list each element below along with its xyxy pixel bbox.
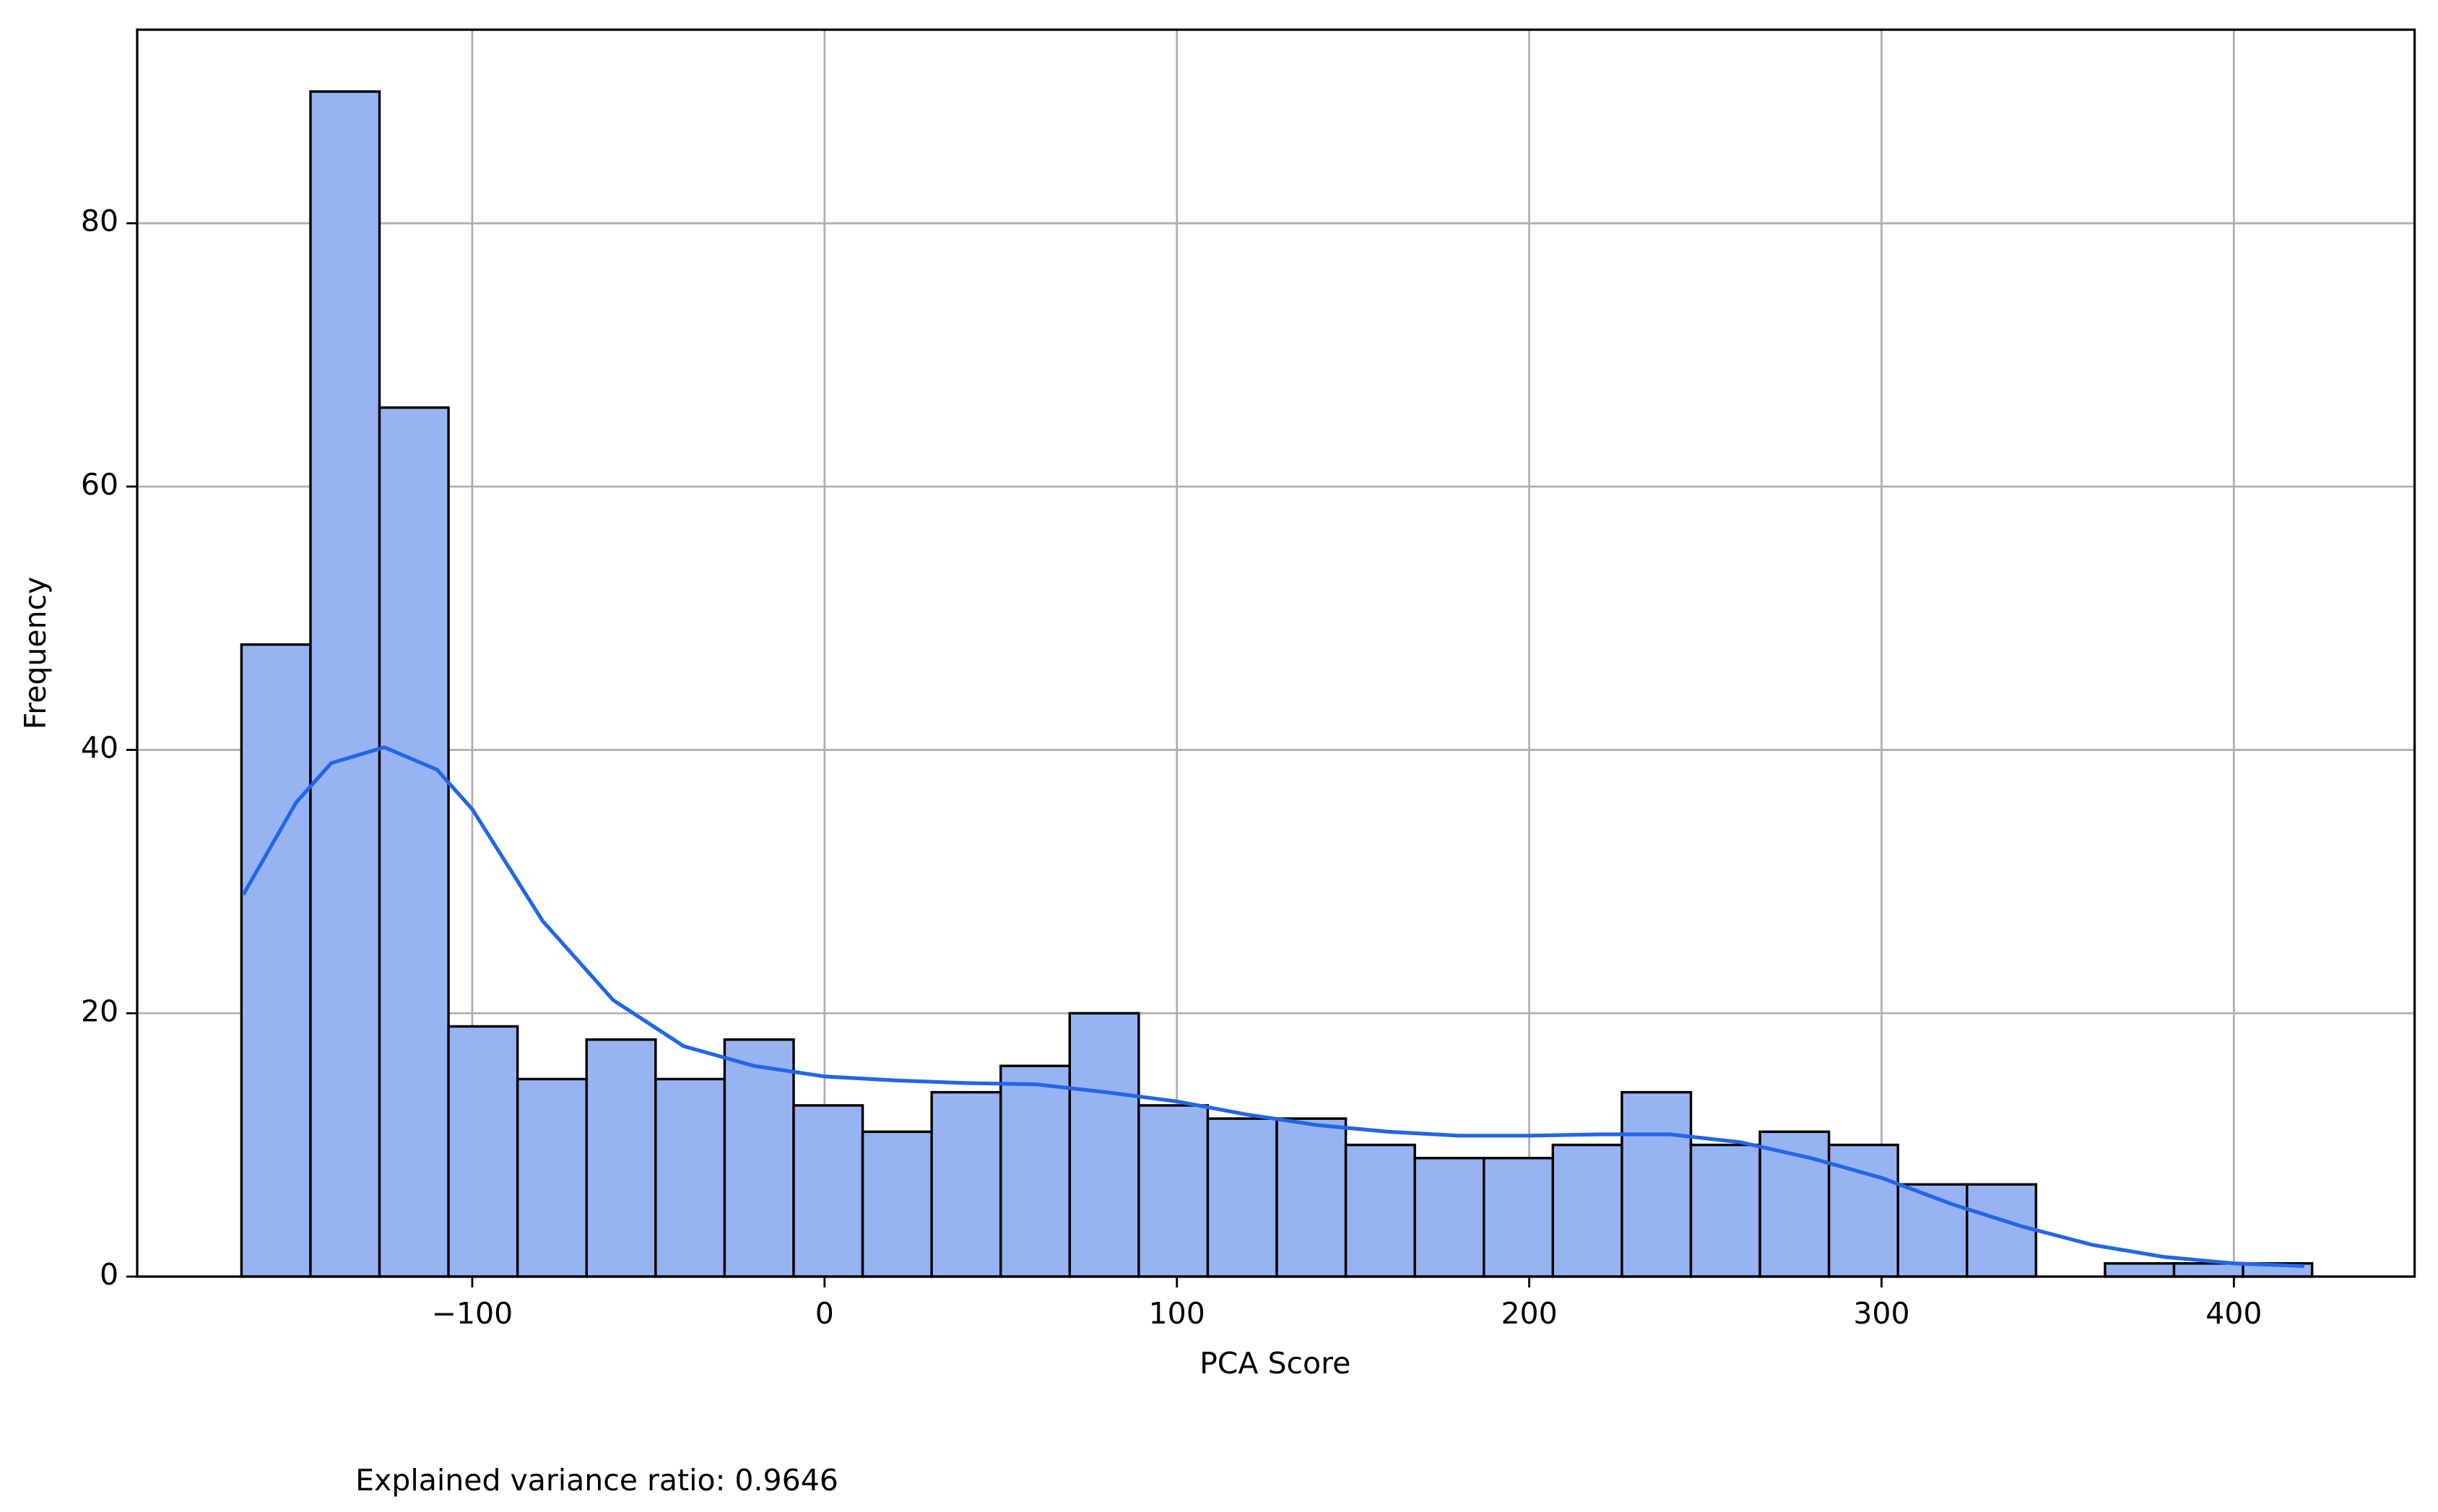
x-tick-label: −100 [432,1296,513,1331]
y-tick-label: 40 [81,731,118,765]
bar [447,1025,519,1278]
bar [1413,1157,1485,1278]
bar [723,1038,795,1278]
bar [1206,1117,1278,1278]
bar [999,1064,1072,1278]
bar [2172,1261,2244,1278]
bar [1137,1104,1210,1278]
bar [1068,1012,1140,1278]
y-tick-label: 80 [81,204,118,238]
bar [516,1077,588,1278]
y-axis-label: Frequency [18,577,53,730]
bar [1344,1143,1416,1278]
bar [930,1090,1002,1278]
x-tick-label: 400 [2205,1296,2262,1331]
x-tick-label: 0 [815,1296,834,1331]
bar [378,406,450,1278]
bar [1275,1117,1348,1278]
x-tick-label: 300 [1853,1296,1909,1331]
bar [792,1104,864,1278]
bar [1621,1090,1693,1278]
bar [2104,1261,2176,1278]
y-tick-label: 0 [100,1257,118,1292]
bar [1483,1157,1555,1278]
bar [1966,1183,2038,1278]
bar [309,90,381,1278]
bar [585,1038,657,1278]
y-tick-label: 20 [81,994,118,1028]
x-tick-label: 200 [1501,1296,1557,1331]
x-tick-label: 100 [1149,1296,1205,1331]
bar [1689,1143,1761,1278]
x-axis-label: PCA Score [1200,1346,1350,1381]
bar [654,1077,726,1278]
plot-frame [136,28,2416,1278]
bar [861,1130,933,1278]
kde-line [241,745,2305,1268]
bar [1551,1143,1623,1278]
bar [240,643,312,1278]
annotation: Explained variance ratio: 0.9646 [355,1463,838,1498]
y-tick-label: 60 [81,467,118,502]
